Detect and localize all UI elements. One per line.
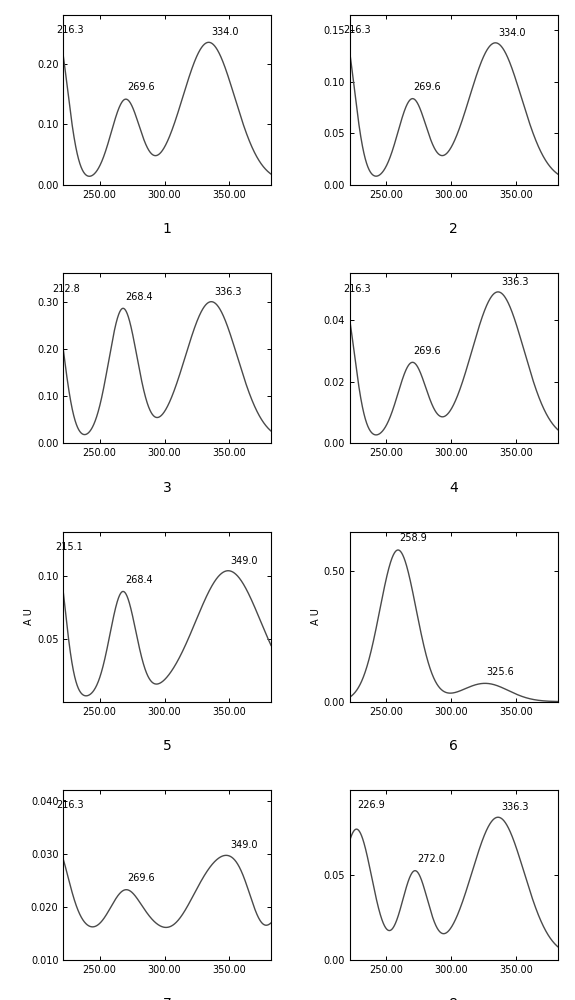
Text: 4: 4	[450, 481, 458, 495]
Text: 8: 8	[450, 997, 458, 1000]
Text: 269.6: 269.6	[414, 82, 442, 92]
Y-axis label: A U: A U	[24, 608, 34, 625]
Text: 268.4: 268.4	[125, 292, 153, 302]
Text: 215.1: 215.1	[55, 542, 83, 552]
Text: 258.9: 258.9	[399, 533, 427, 543]
Text: 269.6: 269.6	[414, 346, 442, 356]
Text: 216.3: 216.3	[343, 284, 371, 294]
Text: 349.0: 349.0	[231, 556, 258, 566]
Text: 349.0: 349.0	[231, 840, 258, 850]
Text: 334.0: 334.0	[211, 27, 239, 37]
Text: 216.3: 216.3	[56, 25, 84, 35]
Text: 336.3: 336.3	[501, 277, 528, 287]
Text: 336.3: 336.3	[501, 802, 528, 812]
Text: 1: 1	[163, 222, 171, 236]
Text: 269.6: 269.6	[127, 82, 155, 92]
Text: 212.8: 212.8	[52, 284, 80, 294]
Text: 7: 7	[163, 997, 171, 1000]
Text: 2: 2	[450, 222, 458, 236]
Text: 336.3: 336.3	[214, 287, 242, 297]
Text: 269.6: 269.6	[127, 873, 155, 883]
Text: 216.3: 216.3	[56, 800, 84, 810]
Text: 272.0: 272.0	[417, 854, 444, 864]
Text: 6: 6	[450, 739, 458, 753]
Text: 216.3: 216.3	[343, 25, 371, 35]
Text: 226.9: 226.9	[357, 800, 385, 810]
Text: 5: 5	[163, 739, 171, 753]
Y-axis label: A U: A U	[311, 608, 321, 625]
Text: 325.6: 325.6	[486, 667, 514, 677]
Text: 3: 3	[163, 481, 171, 495]
Text: 268.4: 268.4	[125, 575, 153, 585]
Text: 334.0: 334.0	[498, 28, 526, 38]
